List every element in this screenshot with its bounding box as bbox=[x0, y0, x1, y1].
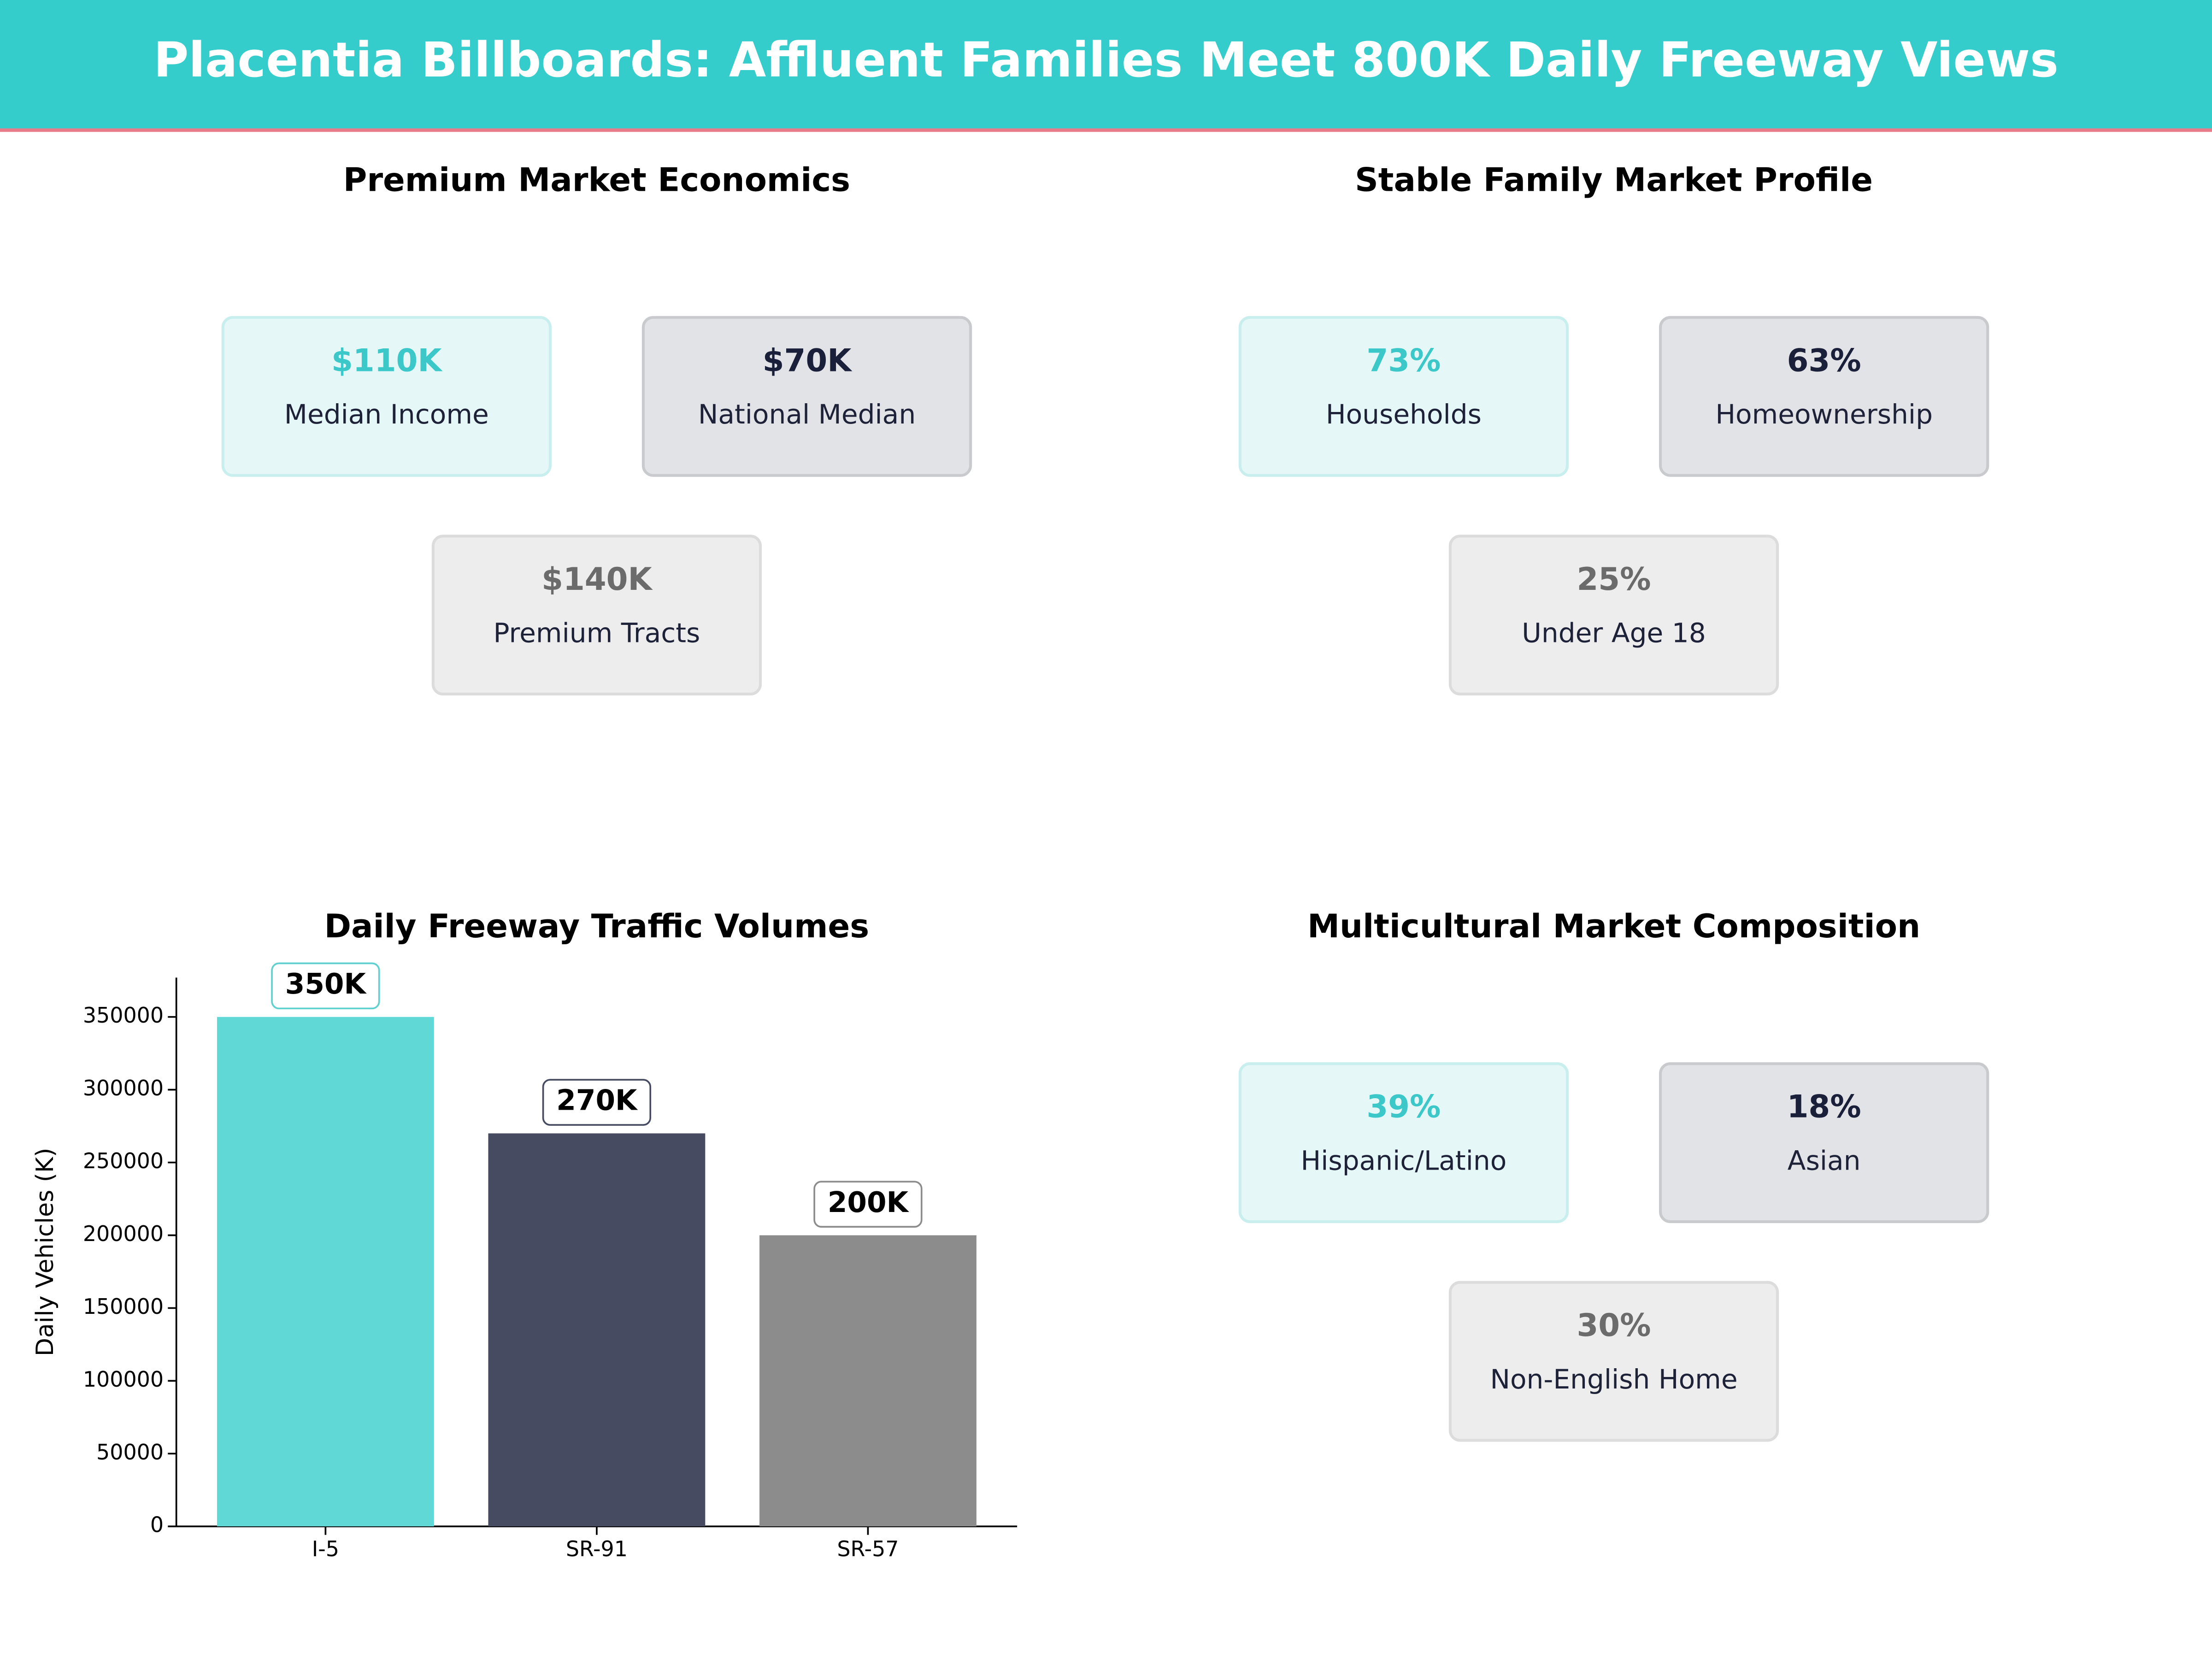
kpi-card bbox=[1659, 1062, 1989, 1224]
kpi-card bbox=[1659, 316, 1989, 477]
panel-title: Multicultural Market Composition bbox=[1307, 907, 1920, 945]
kpi-label: Asian bbox=[1788, 1145, 1861, 1177]
value-label: 350K bbox=[285, 968, 367, 1000]
y-tick-label: 200000 bbox=[83, 1221, 164, 1246]
kpi-value: 25% bbox=[1577, 561, 1651, 597]
kpi-label: Median Income bbox=[284, 399, 489, 430]
y-tick-label: 300000 bbox=[83, 1076, 164, 1100]
kpi-value: 39% bbox=[1366, 1088, 1441, 1125]
page-title: Placentia Billboards: Affluent Families … bbox=[153, 32, 2059, 88]
kpi-card bbox=[221, 316, 552, 477]
x-tick-label: SR-91 bbox=[566, 1536, 628, 1561]
kpi-value: 30% bbox=[1577, 1307, 1651, 1343]
kpi-card bbox=[1238, 316, 1569, 477]
kpi-value: $70K bbox=[763, 342, 853, 378]
kpi-card bbox=[1238, 1062, 1569, 1224]
header-rule bbox=[0, 128, 2212, 132]
panel-title: Premium Market Economics bbox=[343, 161, 850, 199]
bar bbox=[759, 1235, 977, 1527]
value-label-box bbox=[542, 1079, 652, 1126]
value-label: 200K bbox=[828, 1186, 910, 1219]
kpi-label: Homeownership bbox=[1715, 399, 1933, 430]
kpi-card bbox=[431, 535, 762, 696]
kpi-label: Premium Tracts bbox=[493, 618, 700, 649]
kpi-label: Hispanic/Latino bbox=[1301, 1145, 1507, 1177]
value-label-box bbox=[813, 1181, 923, 1228]
y-axis-label: Daily Vehicles (K) bbox=[31, 1148, 59, 1357]
kpi-card bbox=[641, 316, 972, 477]
bar bbox=[488, 1133, 706, 1527]
y-tick-label: 350000 bbox=[83, 1003, 164, 1028]
kpi-value: $110K bbox=[331, 342, 443, 378]
kpi-card bbox=[1448, 535, 1779, 696]
y-tick-label: 50000 bbox=[96, 1440, 164, 1465]
panel-title: Stable Family Market Profile bbox=[1355, 161, 1873, 199]
chart-title: Daily Freeway Traffic Volumes bbox=[324, 907, 870, 945]
kpi-card bbox=[1448, 1281, 1779, 1442]
value-label: 270K bbox=[556, 1084, 638, 1117]
kpi-value: 18% bbox=[1787, 1088, 1861, 1125]
kpi-value: 63% bbox=[1787, 342, 1861, 378]
value-label-box bbox=[271, 962, 380, 1010]
x-tick-label: SR-57 bbox=[837, 1536, 899, 1561]
x-tick-label: I-5 bbox=[312, 1536, 339, 1561]
y-tick-label: 250000 bbox=[83, 1148, 164, 1173]
kpi-label: Under Age 18 bbox=[1522, 618, 1706, 649]
y-tick-label: 150000 bbox=[83, 1294, 164, 1319]
header-bar bbox=[0, 0, 2212, 130]
kpi-value: $140K bbox=[541, 561, 653, 597]
kpi-label: Households bbox=[1326, 399, 1482, 430]
kpi-label: Non-English Home bbox=[1490, 1364, 1737, 1395]
y-tick-label: 100000 bbox=[83, 1367, 164, 1392]
bar bbox=[217, 1017, 434, 1527]
kpi-label: National Median bbox=[698, 399, 916, 430]
kpi-value: 73% bbox=[1366, 342, 1441, 378]
y-tick-label: 0 bbox=[150, 1512, 164, 1537]
